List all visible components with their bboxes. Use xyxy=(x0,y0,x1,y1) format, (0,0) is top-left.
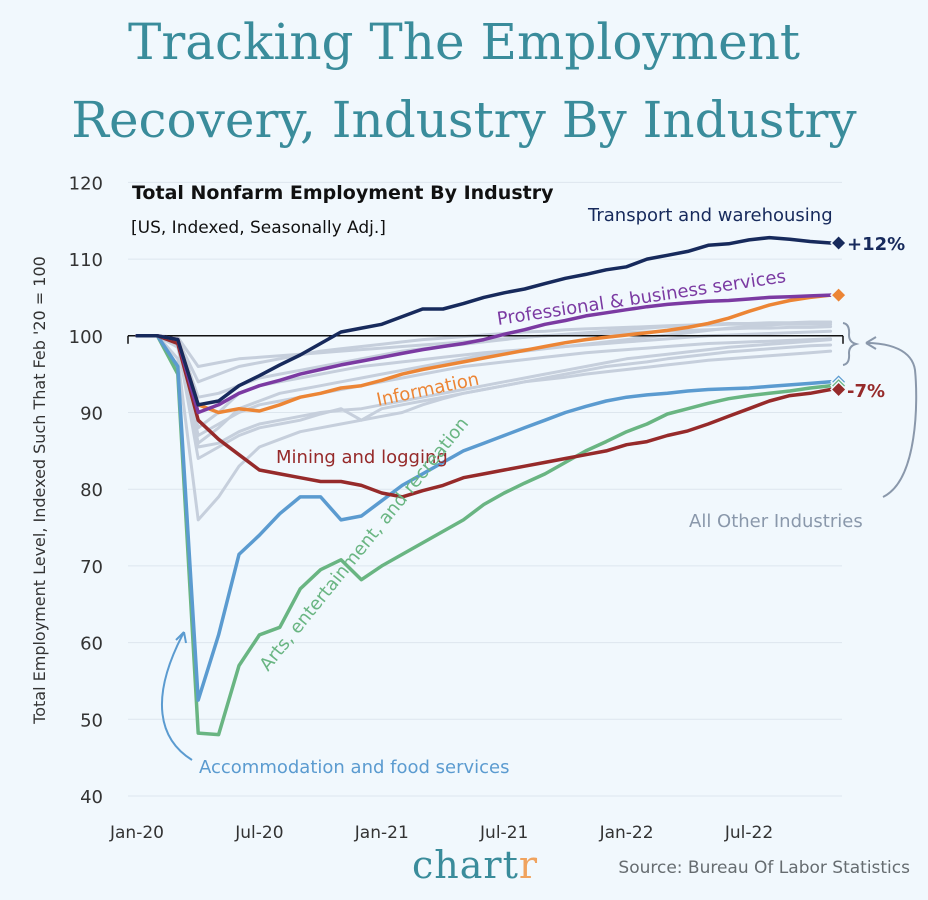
page-title-line-1: Tracking The Employment xyxy=(127,13,801,71)
accommodation-arrow xyxy=(161,631,193,761)
y-tick-label: 120 xyxy=(69,173,103,194)
other-industry-line xyxy=(135,334,833,449)
y-tick-label: 70 xyxy=(80,557,103,578)
other-industry-line xyxy=(135,334,833,522)
logo-text-accent: r xyxy=(518,843,539,887)
label-other-industries: All Other Industries xyxy=(689,511,863,532)
axis-layer: 40 50 60 70 80 90 100 110 120 Jan-20 Jul-20 Jan-21 J… xyxy=(69,173,774,843)
y-tick-label: 90 xyxy=(80,404,103,425)
end-marker-layer xyxy=(830,234,848,399)
other-industries-layer xyxy=(135,320,833,522)
reference-line-layer xyxy=(127,335,844,344)
highlighted-series-layer xyxy=(135,235,833,737)
other-industries-brace xyxy=(842,322,860,366)
x-tick-label: Jan-20 xyxy=(109,823,164,843)
x-tick-label: Jul-21 xyxy=(479,823,528,843)
chartr-logo: chartr xyxy=(412,843,538,887)
chart-subtitle: [US, Indexed, Seasonally Adj.] xyxy=(131,218,386,238)
other-industry-line xyxy=(135,334,833,437)
series-line xyxy=(135,235,833,407)
series-line xyxy=(135,334,833,499)
series-line xyxy=(135,293,833,415)
end-marker xyxy=(830,286,848,304)
logo-text-main: chart xyxy=(412,843,519,887)
label-accommodation: Accommodation and food services xyxy=(199,757,510,778)
end-label-transport: +12% xyxy=(847,234,905,255)
y-tick-label: 100 xyxy=(69,327,103,348)
x-tick-label: Jul-20 xyxy=(234,823,283,843)
series-line xyxy=(135,334,833,737)
end-marker xyxy=(830,234,848,252)
y-axis-label: Total Employment Level, Indexed Such Tha… xyxy=(30,256,49,725)
other-industry-line xyxy=(135,320,833,384)
y-tick-label: 50 xyxy=(80,710,103,731)
series-line xyxy=(135,334,833,702)
end-label-mining: -7% xyxy=(847,381,885,402)
y-tick-label: 60 xyxy=(80,634,103,655)
y-tick-label: 40 xyxy=(80,787,103,808)
series-line xyxy=(135,293,833,415)
x-tick-label: Jul-22 xyxy=(724,823,773,843)
x-tick-label: Jan-21 xyxy=(354,823,409,843)
source-note: Source: Bureau Of Labor Statistics xyxy=(618,858,910,878)
accommodation-arrowhead xyxy=(175,631,187,644)
page-title-line-2: Recovery, Industry By Industry xyxy=(71,91,857,149)
end-marker xyxy=(830,380,848,399)
other-industries-arrow xyxy=(865,342,918,498)
y-tick-label: 110 xyxy=(69,250,103,271)
label-mining: Mining and logging xyxy=(276,447,448,468)
label-transport: Transport and warehousing xyxy=(587,205,833,226)
x-tick-label: Jan-22 xyxy=(599,823,654,843)
chart-title: Total Nonfarm Employment By Industry xyxy=(132,182,554,204)
y-tick-label: 80 xyxy=(80,480,103,501)
other-industries-arrowhead xyxy=(865,336,877,350)
